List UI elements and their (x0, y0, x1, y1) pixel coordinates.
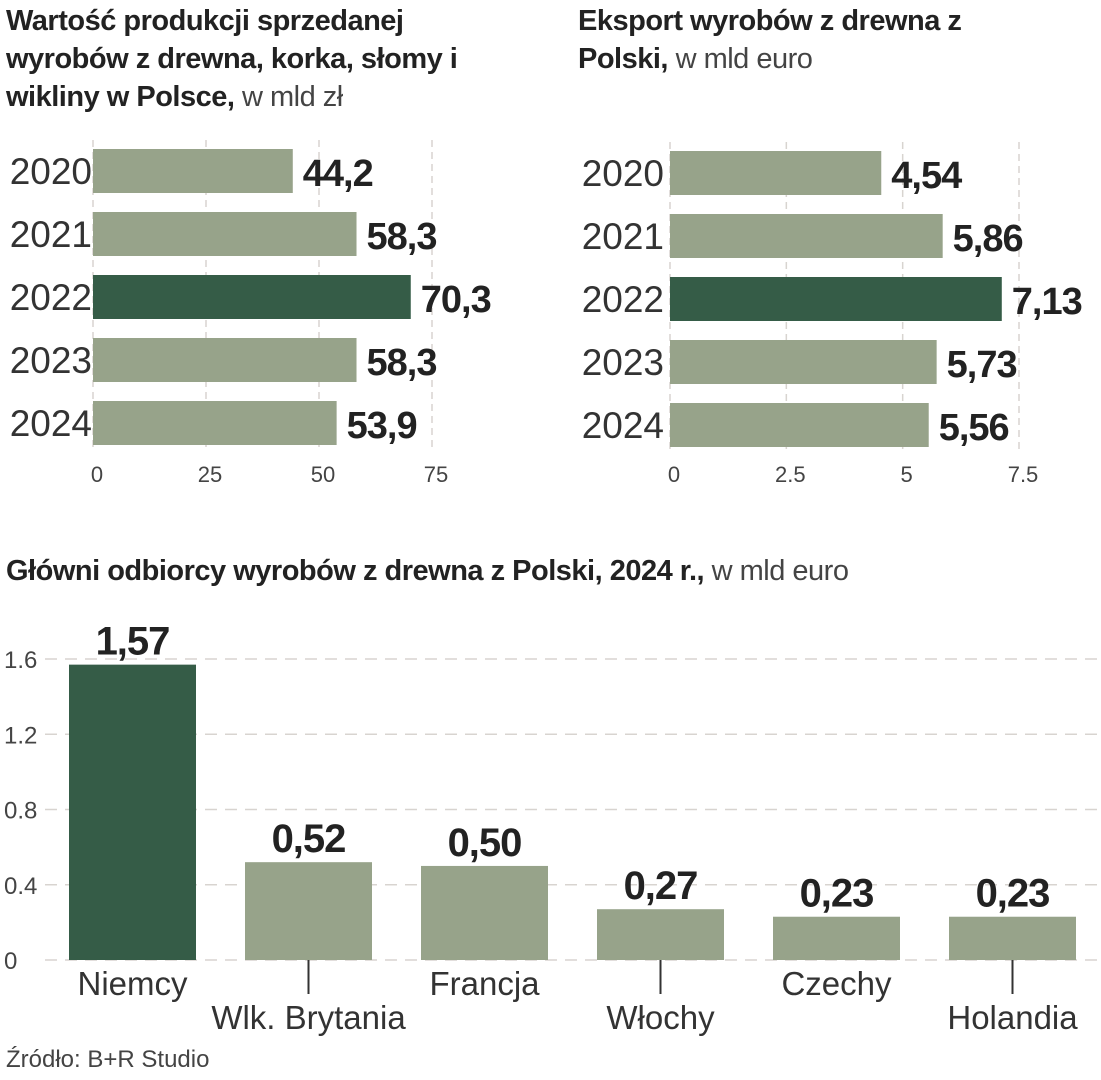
chart3-bar-Włochy (597, 909, 724, 960)
chart2-bar-2024 (670, 403, 929, 447)
source-note: Źródło: B+R Studio (6, 1046, 210, 1073)
chart2-tick-label: 0 (668, 462, 680, 487)
chart1-tick-label: 0 (91, 462, 103, 487)
chart2-tick-label: 2.5 (775, 462, 806, 487)
chart1-bar-2023 (93, 338, 357, 382)
chart3-bar-Niemcy (69, 664, 196, 960)
chart3-bar-Wlk. Brytania (245, 862, 372, 960)
chart3-category-label: Niemcy (77, 965, 188, 1002)
chart2-value-label: 5,56 (939, 407, 1009, 449)
chart1-value-label: 58,3 (367, 216, 437, 258)
chart2-value-label: 5,86 (953, 218, 1023, 260)
chart2-value-label: 4,54 (891, 155, 962, 197)
chart3-category-label: Włochy (606, 999, 715, 1036)
chart3-category-label: Francja (429, 965, 540, 1002)
chart1-tick-label: 75 (424, 462, 448, 487)
chart3-tick-label: 0.8 (4, 798, 37, 825)
chart1-category-label: 2020 (10, 151, 92, 192)
chart1-value-label: 58,3 (367, 342, 437, 384)
chart2-bar-2022 (670, 277, 1002, 321)
chart1-bar-2024 (93, 401, 337, 445)
chart2-category-label: 2024 (582, 405, 664, 446)
chart2-value-label: 5,73 (947, 344, 1017, 386)
chart2-category-label: 2020 (582, 153, 664, 194)
chart2-bar-2020 (670, 151, 882, 195)
chart3-value-label: 0,50 (448, 821, 522, 865)
chart1-tick-label: 50 (311, 462, 335, 487)
chart3-value-label: 0,27 (624, 864, 698, 908)
chart3-tick-label: 0 (4, 948, 17, 975)
chart3-bar-Francja (421, 865, 548, 960)
chart1-category-label: 2021 (10, 214, 92, 255)
chart1-title: Wartość produkcji sprzedanej wyrobów z d… (6, 5, 458, 113)
chart2-tick-label: 7.5 (1008, 462, 1039, 487)
chart3-category-label: Holandia (947, 999, 1078, 1036)
chart1-category-label: 2022 (10, 277, 92, 318)
chart2-category-label: 2022 (582, 279, 664, 320)
chart3-bar-Holandia (949, 916, 1076, 960)
chart3-value-label: 0,23 (800, 872, 874, 916)
chart3-value-label: 0,23 (976, 872, 1050, 916)
chart1-value-label: 53,9 (347, 405, 417, 447)
chart3-tick-label: 1.2 (4, 722, 37, 749)
chart2-title: Eksport wyrobów z drewna z Polski, w mld… (578, 5, 962, 75)
chart1-value-label: 70,3 (421, 279, 491, 321)
chart2-tick-label: 5 (901, 462, 913, 487)
chart2-bar-2021 (670, 214, 943, 258)
chart1-tick-label: 25 (198, 462, 222, 487)
chart1-category-label: 2023 (10, 340, 92, 381)
chart3-tick-label: 1.6 (4, 647, 37, 674)
chart1-value-label: 44,2 (303, 153, 373, 195)
chart1-bar-2022 (93, 275, 411, 319)
chart3-value-label: 1,57 (96, 620, 170, 664)
chart1-bar-2021 (93, 212, 357, 256)
chart3-title: Główni odbiorcy wyrobów z drewna z Polsk… (6, 555, 849, 587)
chart1-category-label: 2024 (10, 403, 92, 444)
chart2-category-label: 2021 (582, 216, 664, 257)
chart2-bar-2023 (670, 340, 937, 384)
chart2-value-label: 7,13 (1012, 281, 1082, 323)
chart2-category-label: 2023 (582, 342, 664, 383)
chart3-bar-Czechy (773, 916, 900, 960)
chart3-tick-label: 0.4 (4, 873, 37, 900)
chart3-category-label: Wlk. Brytania (211, 999, 406, 1036)
chart1-bar-2020 (93, 149, 293, 193)
chart3-category-label: Czechy (781, 965, 892, 1002)
chart3-value-label: 0,52 (272, 817, 346, 861)
